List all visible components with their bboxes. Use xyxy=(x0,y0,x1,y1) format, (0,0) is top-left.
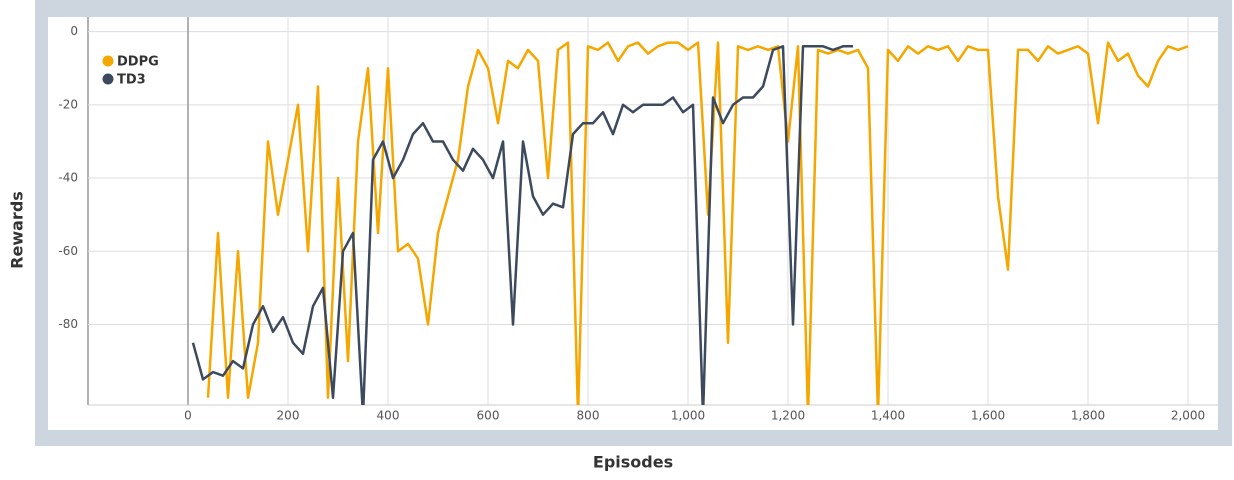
x-tick-label: 200 xyxy=(277,409,300,423)
x-tick-label: 600 xyxy=(477,409,500,423)
plot-area xyxy=(48,17,1218,430)
x-tick-label: 2,000 xyxy=(1171,409,1205,423)
legend-marker xyxy=(102,55,114,67)
x-tick-label: 1,200 xyxy=(771,409,805,423)
x-tick-label: 1,000 xyxy=(671,409,705,423)
data-line xyxy=(191,45,853,405)
y-tick-label: 0 xyxy=(70,24,78,38)
y-axis-title: Rewards xyxy=(8,191,27,269)
x-tick-label: 400 xyxy=(377,409,400,423)
y-tick-label: -20 xyxy=(58,97,78,111)
y-tick-label: -40 xyxy=(58,171,78,185)
x-tick-label: 0 xyxy=(184,409,192,423)
x-tick-label: 1,800 xyxy=(1071,409,1105,423)
x-tick-label: 800 xyxy=(577,409,600,423)
legend-label: TD3 xyxy=(117,73,146,88)
x-axis-title: Episodes xyxy=(593,453,673,472)
legend-marker xyxy=(102,73,114,85)
x-tick-label: 1,400 xyxy=(871,409,905,423)
data-line xyxy=(206,41,1189,405)
y-tick-label: -60 xyxy=(58,244,78,258)
x-tick-label: 1,600 xyxy=(971,409,1005,423)
legend-label: DDPG xyxy=(117,55,159,70)
y-tick-label: -80 xyxy=(58,317,78,331)
